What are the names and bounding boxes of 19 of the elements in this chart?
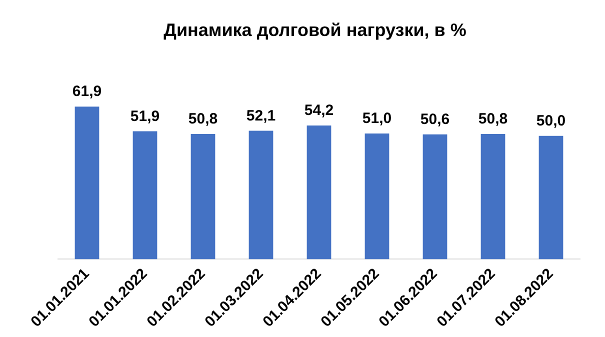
data-label: 52,1 bbox=[246, 107, 276, 124]
data-label: 50,8 bbox=[188, 110, 218, 128]
data-label: 50,8 bbox=[478, 110, 508, 128]
data-label: 54,2 bbox=[304, 102, 334, 120]
bar bbox=[480, 134, 506, 260]
data-label: 50,0 bbox=[536, 112, 566, 130]
chart-title: Динамика долговой нагрузки, в % bbox=[164, 20, 466, 40]
bar bbox=[538, 136, 564, 260]
bar bbox=[364, 133, 390, 260]
bar bbox=[132, 131, 158, 260]
bar bbox=[190, 134, 216, 260]
data-label: 51,9 bbox=[130, 108, 160, 125]
bar bbox=[422, 134, 448, 260]
data-label: 51,0 bbox=[362, 110, 392, 128]
bar bbox=[74, 106, 100, 260]
bar bbox=[248, 130, 274, 260]
bar bbox=[306, 126, 332, 260]
data-label: 50,6 bbox=[420, 111, 450, 128]
data-label: 61,9 bbox=[72, 83, 102, 100]
